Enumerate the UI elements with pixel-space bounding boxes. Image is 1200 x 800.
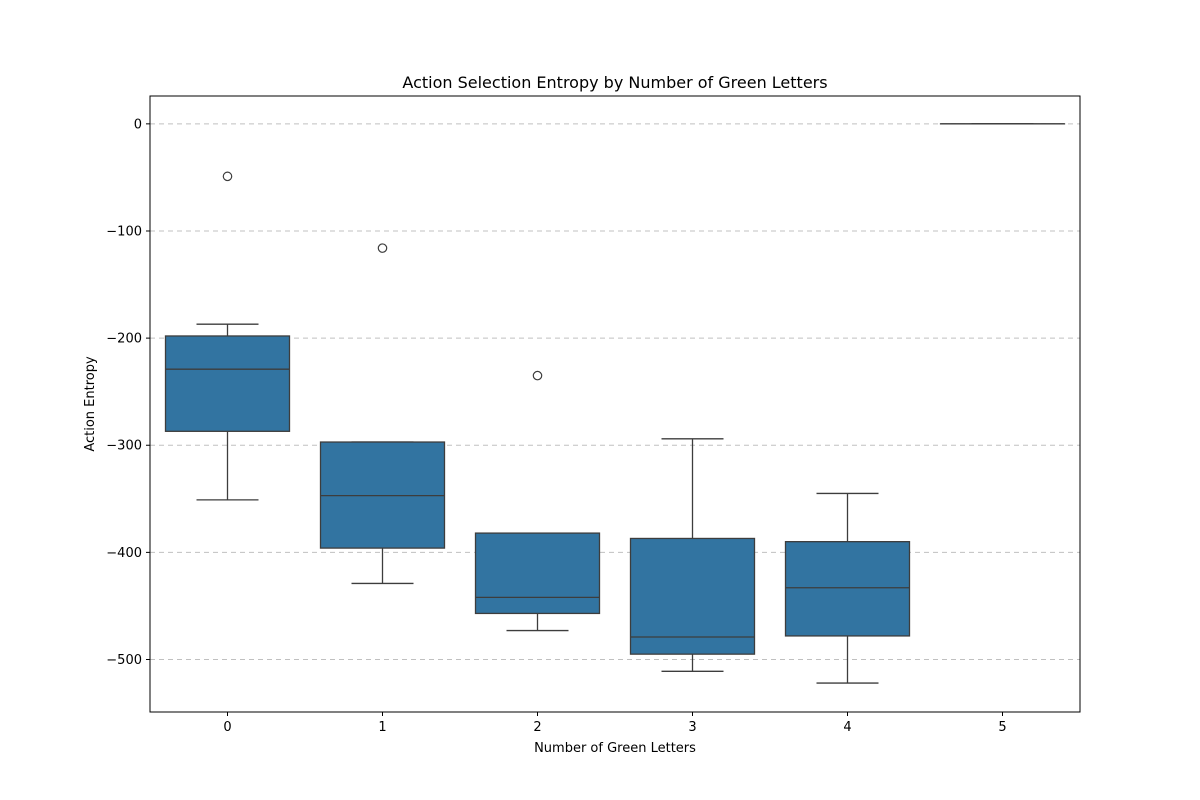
outlier-point	[532, 370, 543, 381]
y-tick-label: 0	[134, 117, 142, 132]
y-tick-label: −500	[106, 653, 142, 668]
chart-title: Action Selection Entropy by Number of Gr…	[402, 73, 827, 92]
x-tick-label: 3	[688, 720, 696, 735]
box-iqr	[784, 541, 911, 637]
box-series	[164, 123, 1066, 684]
x-tick-label: 2	[533, 720, 541, 735]
box-group-3	[629, 438, 756, 672]
y-tick-label: −400	[106, 546, 142, 561]
y-tick-label: −100	[106, 224, 142, 239]
y-axis-label: Action Entropy	[83, 356, 98, 452]
y-axis-ticks: 0 −100 −200 −300 −400 −500	[106, 117, 150, 668]
outlier-point	[222, 171, 233, 182]
x-axis-ticks: 0 1 2 3 4 5	[223, 712, 1007, 735]
x-axis-label: Number of Green Letters	[534, 741, 696, 756]
x-tick-label: 0	[223, 720, 231, 735]
box-iqr	[164, 335, 291, 432]
box-group-1	[319, 243, 446, 585]
plot-frame	[149, 95, 1081, 713]
x-tick-label: 5	[998, 720, 1006, 735]
box-group-4	[784, 492, 911, 684]
box-group-0	[164, 171, 291, 501]
outlier-point	[377, 243, 388, 253]
x-tick-label: 4	[843, 720, 851, 735]
y-tick-label: −300	[106, 439, 142, 454]
x-tick-label: 1	[378, 720, 386, 735]
box-iqr	[629, 537, 756, 655]
y-tick-label: −200	[106, 332, 142, 347]
grid-lines	[150, 123, 1080, 661]
box-group-2	[474, 370, 601, 632]
box-iqr	[474, 532, 601, 615]
